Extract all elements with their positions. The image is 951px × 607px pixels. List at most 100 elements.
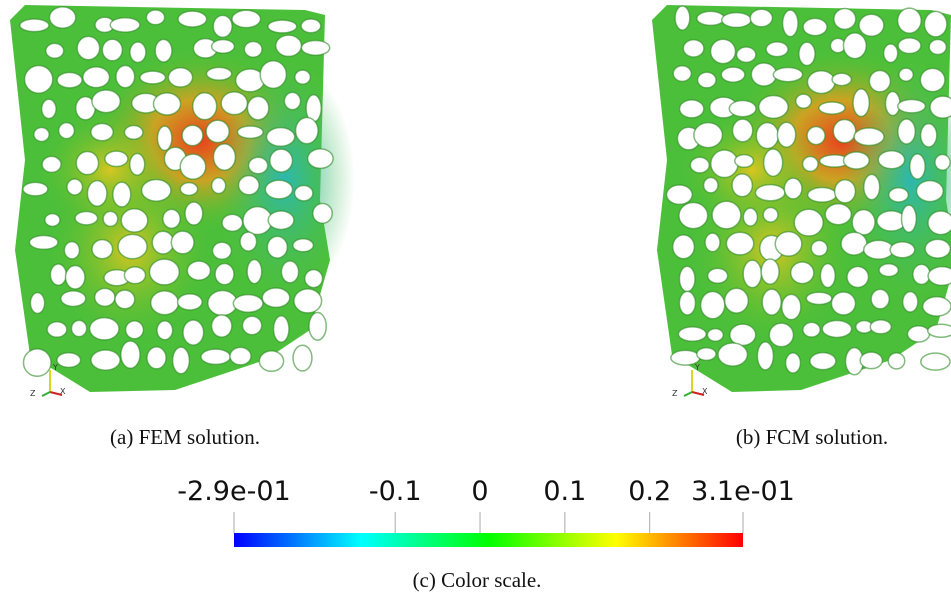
lattice-hole (840, 231, 868, 256)
lattice-hole (33, 126, 50, 143)
lattice-hole (261, 287, 291, 309)
lattice-hole (868, 69, 892, 93)
cool-region (841, 60, 951, 300)
lattice-hole (90, 122, 114, 142)
caption-c: (c) Color scale. (413, 568, 542, 592)
lattice-hole (758, 94, 789, 120)
lattice-hole (717, 342, 749, 367)
lattice-hole (704, 232, 721, 253)
lattice-hole (924, 238, 951, 259)
lattice-hole (699, 290, 726, 320)
lattice-hole (49, 263, 68, 286)
lattice-hole (275, 34, 303, 58)
lattice-hole (236, 125, 264, 140)
fcm-rendering: Y Z X (652, 5, 951, 398)
lattice-hole (805, 291, 833, 306)
lattice-hole (774, 230, 803, 257)
lattice-hole (830, 291, 857, 316)
lattice-hole (267, 210, 295, 231)
colorbar-gradient (234, 533, 743, 547)
lattice-hole (760, 258, 780, 286)
lattice-hole (846, 265, 870, 289)
lattice-hole (832, 118, 857, 144)
lattice-hole (167, 67, 194, 88)
lattice-hole (723, 287, 750, 314)
lattice-hole (170, 230, 195, 255)
lattice-hole (862, 239, 895, 260)
axis-label: X (702, 387, 708, 396)
lattice-hole (720, 66, 746, 83)
lattice-hole (776, 121, 797, 148)
lattice-hole (798, 41, 816, 67)
lattice-hole (265, 126, 296, 148)
lattice-hole (921, 296, 951, 317)
lattice-hole (90, 349, 121, 371)
lattice-hole (810, 239, 829, 257)
lattice-hole (853, 127, 885, 147)
lattice-hole (731, 173, 754, 198)
lattice-hole (824, 203, 853, 226)
lattice-hole (177, 10, 208, 28)
lattice-hole (104, 150, 129, 168)
lattice-hole (783, 177, 803, 200)
lattice-hole (677, 326, 708, 343)
lattice-hole (259, 59, 288, 90)
fem-rendering: Y Z X (10, 5, 355, 398)
lattice-hole (241, 315, 263, 336)
lattice-hole (833, 7, 857, 31)
lattice-hole (44, 212, 61, 228)
lattice-hole (665, 184, 694, 206)
lattice-hole (695, 10, 726, 27)
lattice-hole (292, 238, 315, 253)
lattice-hole (674, 5, 691, 31)
lattice-hole (696, 346, 717, 362)
lattice-hole (806, 186, 838, 203)
lattice-hole (220, 91, 249, 116)
axis-x (691, 391, 705, 396)
lattice-hole (23, 64, 54, 94)
lattice-hole (878, 263, 900, 278)
lattice-hole (152, 92, 182, 116)
lattice-hole (831, 72, 853, 87)
lattice-hole (306, 148, 334, 170)
lattice-hole (711, 200, 742, 230)
lattice-hole (882, 43, 899, 64)
lattice-hole (112, 181, 132, 208)
lattice-hole (74, 210, 99, 226)
lattice-hole (294, 69, 312, 85)
lattice-hole (139, 70, 167, 85)
lattice-hole (267, 19, 298, 34)
lattice-hole (86, 179, 108, 208)
lattice-hole (124, 320, 145, 340)
lattice-hole (802, 321, 821, 338)
lattice-hole (742, 207, 759, 227)
lattice-hole (123, 266, 147, 285)
lattice-hole (120, 208, 149, 233)
lattice-hole (88, 316, 120, 341)
lattice-hole (292, 344, 313, 372)
lattice-hole (927, 265, 951, 287)
lattice-hole (915, 179, 945, 203)
lattice-hole (689, 156, 711, 174)
lattice-hole (210, 177, 227, 195)
lattice-hole (889, 241, 916, 259)
lattice-hole (205, 66, 233, 81)
lattice-hole (859, 351, 884, 370)
lattice-hole (45, 42, 65, 60)
tick-label: -2.9e-01 (177, 476, 290, 507)
tick-label: -0.1 (369, 476, 422, 507)
lattice-hole (900, 204, 918, 234)
lattice-hole (200, 348, 232, 366)
lattice-hole (919, 67, 946, 93)
lattice-hole (66, 178, 84, 196)
lattice-hole (64, 264, 86, 290)
lattice-hole (312, 202, 333, 224)
lattice-hole (129, 41, 147, 64)
lattice-hole (70, 319, 88, 338)
colorbar: -2.9e-01 -0.1 0 0.1 0.2 3.1e-01 (177, 476, 795, 547)
lattice-hole (264, 179, 294, 200)
lattice-hole (672, 64, 693, 83)
lattice-hole (29, 291, 46, 315)
warm-region (40, 110, 180, 230)
